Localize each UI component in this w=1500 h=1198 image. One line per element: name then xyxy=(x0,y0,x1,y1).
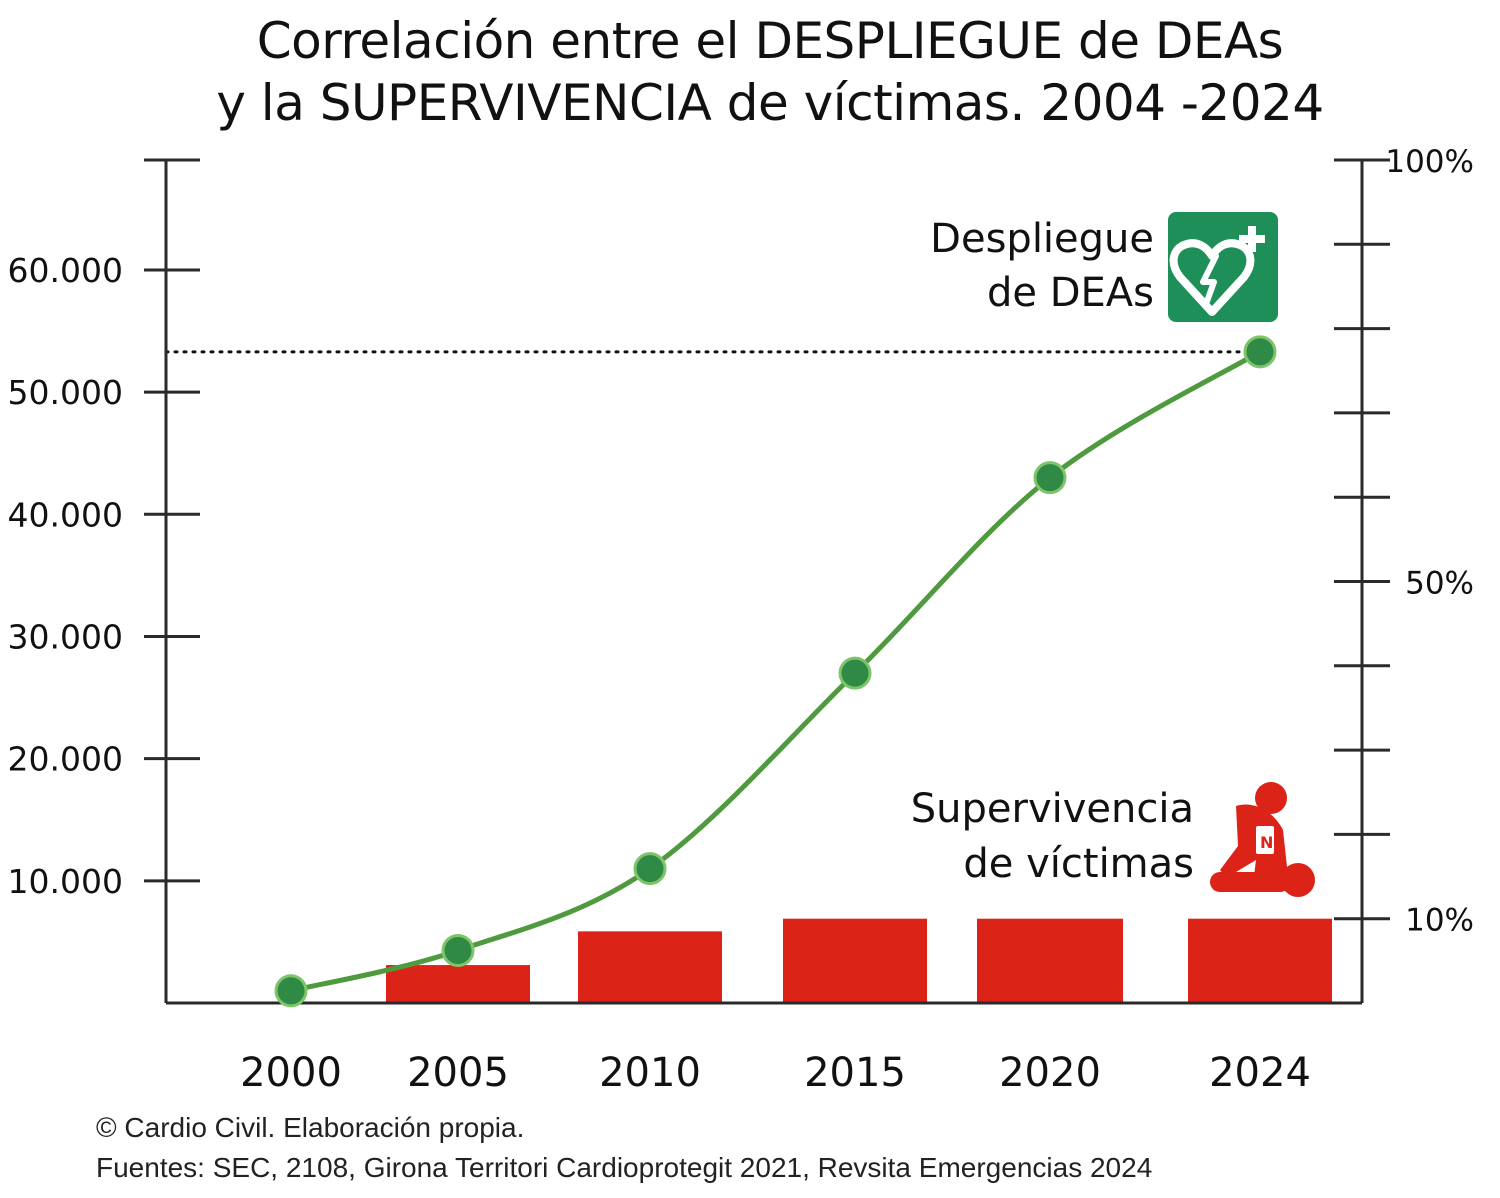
footer-sources: Fuentes: SEC, 2108, Girona Territori Car… xyxy=(96,1152,1153,1183)
survival-bar-2024 xyxy=(1188,918,1332,1003)
x-label-2005: 2005 xyxy=(407,1050,509,1096)
x-axis-labels: 2000 2005 2010 2015 2020 2024 xyxy=(240,1050,1311,1096)
survival-bar-2005 xyxy=(386,965,530,1003)
dea-point-2000 xyxy=(274,974,308,1008)
legend-dea-line-1: Despliegue xyxy=(930,216,1154,262)
left-tick-label-0: 10.000 xyxy=(8,862,123,901)
svg-text:N: N xyxy=(1260,833,1273,852)
survival-bars xyxy=(386,918,1332,1003)
chart-title-line-1: Correlación entre el DESPLIEGUE de DEAs xyxy=(256,12,1284,70)
right-tick-label-1: 50% xyxy=(1405,566,1474,602)
dea-point-2010 xyxy=(633,852,667,886)
dea-points xyxy=(274,335,1277,1008)
chart-title: Correlación entre el DESPLIEGUE de DEAs … xyxy=(0,10,1500,134)
chart-title-line-2: y la SUPERVIVENCIA de víctimas. 2004 -20… xyxy=(216,74,1324,132)
cpr-person-icon: N xyxy=(1210,782,1315,897)
dea-point-2020 xyxy=(1033,461,1067,495)
survival-bar-2020 xyxy=(977,918,1123,1003)
x-label-2015: 2015 xyxy=(804,1050,906,1096)
survival-bar-2015 xyxy=(783,918,927,1003)
left-tick-label-5: 60.000 xyxy=(8,251,123,290)
left-tick-label-4: 50.000 xyxy=(8,373,123,412)
left-axis-ticks: 10.000 20.000 30.000 40.000 50.000 60.000 xyxy=(8,251,200,901)
dea-point-2015 xyxy=(838,656,872,690)
left-tick-label-2: 30.000 xyxy=(8,617,123,656)
right-tick-label-2: 100% xyxy=(1385,144,1474,180)
left-tick-label-3: 40.000 xyxy=(8,495,123,534)
chart: 10.000 20.000 30.000 40.000 50.000 60.000 10%… xyxy=(8,144,1474,1096)
legend-survival-line-1: Supervivencia xyxy=(911,786,1194,832)
legend-survival-line-2: de víctimas xyxy=(963,841,1194,887)
dea-point-2024 xyxy=(1243,335,1277,369)
dea-line-series xyxy=(288,349,1263,994)
x-label-2000: 2000 xyxy=(240,1050,342,1096)
footer: © Cardio Civil. Elaboración propia. Fuen… xyxy=(96,1108,1152,1188)
left-tick-label-1: 20.000 xyxy=(8,740,123,779)
survival-bar-2010 xyxy=(578,931,722,1003)
dea-point-2005 xyxy=(441,933,475,967)
legend-dea-line-2: de DEAs xyxy=(987,270,1154,316)
x-label-2024: 2024 xyxy=(1209,1050,1311,1096)
x-label-2020: 2020 xyxy=(999,1050,1101,1096)
right-axis-ticks: 10% 50% 100% xyxy=(1334,144,1474,939)
aed-heart-icon xyxy=(1168,212,1278,322)
x-label-2010: 2010 xyxy=(599,1050,701,1096)
footer-copyright: © Cardio Civil. Elaboración propia. xyxy=(96,1112,525,1143)
right-tick-label-0: 10% xyxy=(1405,903,1474,939)
